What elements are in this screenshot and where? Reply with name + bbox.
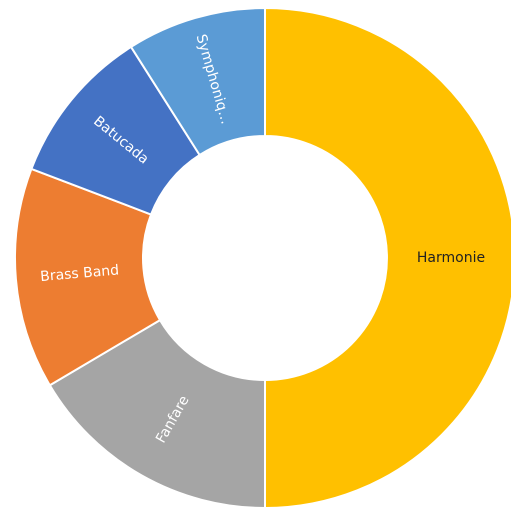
donut-segment <box>264 6 511 510</box>
donut-segment <box>129 6 266 157</box>
donut-segment <box>14 167 162 387</box>
donut-segment <box>48 318 266 510</box>
segment-label: Harmonie <box>417 250 485 266</box>
segment-label: Brass Band <box>40 262 120 285</box>
